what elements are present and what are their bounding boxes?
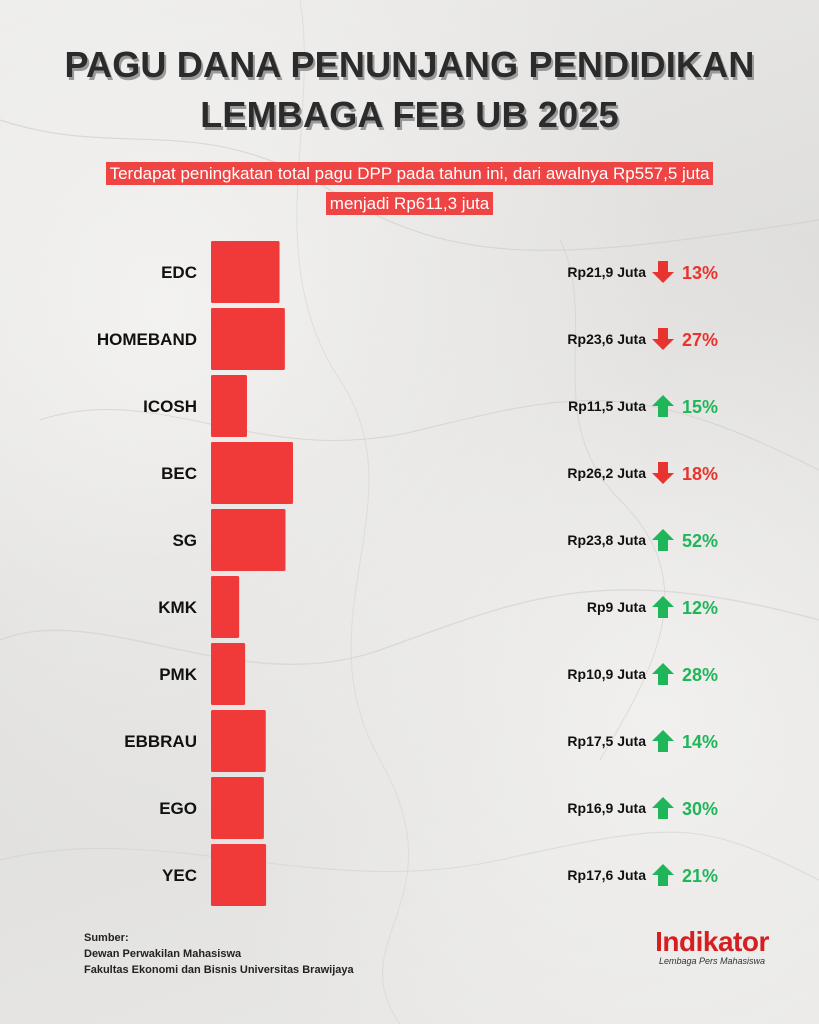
category-label: YEC [162,866,197,885]
arrow-up-icon [652,730,674,752]
logo-tagline: Lembaga Pers Mahasiswa [658,956,766,966]
category-label: PMK [159,665,198,684]
value-label: Rp21,9 Juta [567,264,646,280]
change-percent-label: 18% [682,464,718,484]
bar-homeband [211,308,285,370]
category-label: HOMEBAND [97,330,197,349]
category-label: KMK [158,598,197,617]
value-label: Rp26,2 Juta [567,465,646,481]
change-percent-label: 21% [682,866,718,886]
category-label: SG [172,531,197,550]
value-label: Rp11,5 Juta [568,398,646,414]
bar-icosh [211,375,247,437]
arrow-down-icon [652,328,674,350]
value-label: Rp9 Juta [587,599,646,615]
value-label: Rp17,6 Juta [567,867,646,883]
change-percent-label: 12% [682,598,718,618]
category-label: BEC [161,464,197,483]
title-line-2: LEMBAGA FEB UB 2025 [200,94,619,135]
title-line-1: PAGU DANA PENUNJANG PENDIDIKAN [64,44,755,85]
arrow-up-icon [652,596,674,618]
source-line-2: Fakultas Ekonomi dan Bisnis Universitas … [84,964,354,976]
subtitle-banner: Terdapat peningkatan total pagu DPP pada… [0,159,819,219]
bar-edc [211,241,280,303]
source-heading: Sumber: [84,932,129,944]
category-label: ICOSH [143,397,197,416]
bar-ebbrau [211,710,266,772]
arrow-up-icon [652,864,674,886]
value-label: Rp17,5 Juta [567,733,646,749]
bar-kmk [211,576,240,638]
bar-bec [211,442,293,504]
arrow-down-icon [652,261,674,283]
bar-yec [211,844,267,906]
category-label: EGO [159,799,197,818]
arrow-up-icon [652,797,674,819]
arrow-up-icon [652,663,674,685]
change-percent-label: 13% [682,263,718,283]
arrow-up-icon [652,529,674,551]
change-percent-label: 30% [682,799,718,819]
source-note: Sumber: Dewan Perwakilan Mahasiswa Fakul… [84,930,354,978]
change-percent-label: 27% [682,330,718,350]
change-percent-label: 52% [682,531,718,551]
indikator-logo: Indikator Lembaga Pers Mahasiswa [652,926,772,966]
value-label: Rp10,9 Juta [567,666,646,682]
change-percent-label: 15% [682,397,718,417]
source-line-1: Dewan Perwakilan Mahasiswa [84,948,242,960]
bar-pmk [211,643,246,705]
change-percent-label: 28% [682,665,718,685]
value-label: Rp16,9 Juta [567,800,646,816]
category-label: EDC [161,263,197,282]
change-percent-label: 14% [682,732,718,752]
bar-sg [211,509,286,571]
arrow-up-icon [652,395,674,417]
arrow-down-icon [652,462,674,484]
logo-name: Indikator [655,926,769,957]
category-label: EBBRAU [124,732,197,751]
page-title: PAGU DANA PENUNJANG PENDIDIKAN LEMBAGA F… [0,40,819,140]
value-label: Rp23,6 Juta [567,331,646,347]
value-label: Rp23,8 Juta [567,532,646,548]
bar-ego [211,777,264,839]
